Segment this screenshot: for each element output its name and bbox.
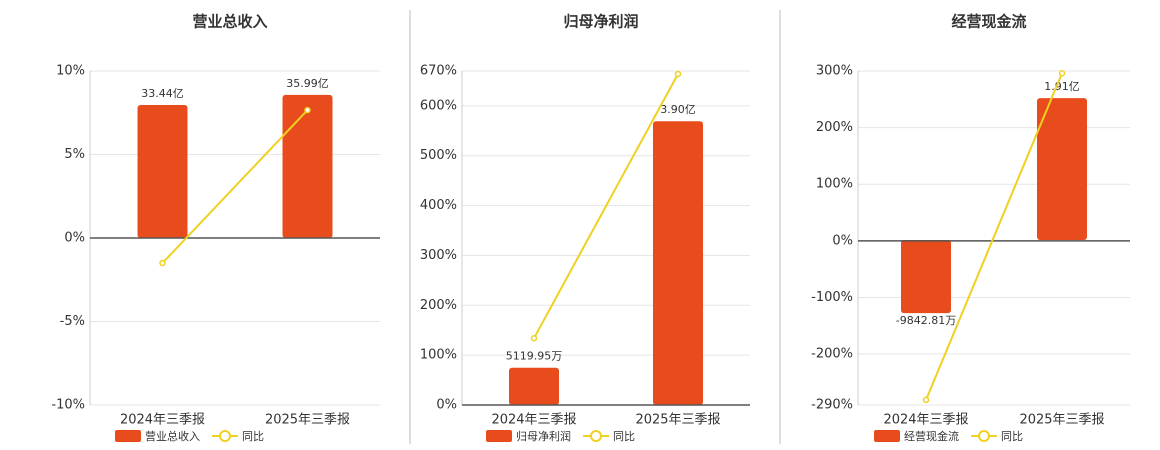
x-tick-label: 2024年三季报 <box>883 413 968 428</box>
value-label: 33.44亿 <box>141 87 184 100</box>
y-tick-label: 200% <box>420 298 457 313</box>
y-tick-label: 400% <box>420 198 457 213</box>
y-tick-label: 0% <box>832 233 853 248</box>
legend-label: 经营现金流 <box>904 429 959 443</box>
y-tick-label: 0% <box>64 231 85 246</box>
y-tick-label: 5% <box>64 147 85 162</box>
line <box>161 109 309 264</box>
value-label: -9842.81万 <box>896 314 956 327</box>
bar <box>901 240 951 314</box>
x-tick-label: 2025年三季报 <box>635 413 720 428</box>
y-tick-label: -290% <box>811 398 853 413</box>
y-tick-label: 600% <box>420 98 457 113</box>
value-label: 3.90亿 <box>660 103 696 116</box>
legend-label: 同比 <box>1001 430 1023 443</box>
legend-swatch <box>874 430 900 442</box>
bar <box>282 94 333 238</box>
y-tick-label: 500% <box>420 148 457 163</box>
y-tick-label: -5% <box>60 314 85 329</box>
chart-title: 经营现金流 <box>951 13 1026 31</box>
legend-marker <box>219 430 231 442</box>
bar <box>653 121 703 405</box>
value-label: 35.99亿 <box>286 77 329 90</box>
value-label: 1.91亿 <box>1044 80 1080 93</box>
x-tick-label: 2025年三季报 <box>1019 413 1104 428</box>
line-point <box>1058 70 1066 77</box>
chart-title: 营业总收入 <box>192 13 267 31</box>
y-tick-label: -200% <box>811 347 853 362</box>
line-point <box>159 259 166 267</box>
bar <box>509 367 559 405</box>
legend-label: 同比 <box>613 430 635 443</box>
line <box>925 72 1063 401</box>
y-tick-label: 0% <box>436 398 457 413</box>
chart-title: 归母净利润 <box>563 13 638 31</box>
value-label: 5119.95万 <box>506 350 563 363</box>
line-point <box>674 70 682 78</box>
line-point <box>530 334 538 342</box>
y-tick-label: -10% <box>51 398 85 413</box>
y-tick-label: 100% <box>816 177 853 192</box>
y-tick-label: 10% <box>56 64 85 79</box>
legend-swatch <box>115 430 141 442</box>
x-tick-label: 2024年三季报 <box>120 413 205 428</box>
x-tick-label: 2024年三季报 <box>491 413 576 428</box>
legend-marker <box>978 430 990 442</box>
y-tick-label: 200% <box>816 120 853 135</box>
y-tick-label: 670% <box>420 64 457 79</box>
legend-label: 营业总收入 <box>145 429 200 443</box>
line <box>533 73 679 339</box>
legend-label: 归母净利润 <box>516 429 571 443</box>
y-tick-label: 300% <box>420 248 457 263</box>
bar <box>1037 98 1087 241</box>
y-tick-label: 300% <box>816 64 853 79</box>
legend-label: 同比 <box>242 430 264 443</box>
line-point <box>922 396 930 404</box>
y-tick-label: -100% <box>811 290 853 305</box>
legend-marker <box>590 430 602 442</box>
line-point <box>304 106 311 114</box>
bar <box>137 105 188 238</box>
legend-swatch <box>486 430 512 442</box>
y-tick-label: 100% <box>420 348 457 363</box>
x-tick-label: 2025年三季报 <box>265 413 350 428</box>
